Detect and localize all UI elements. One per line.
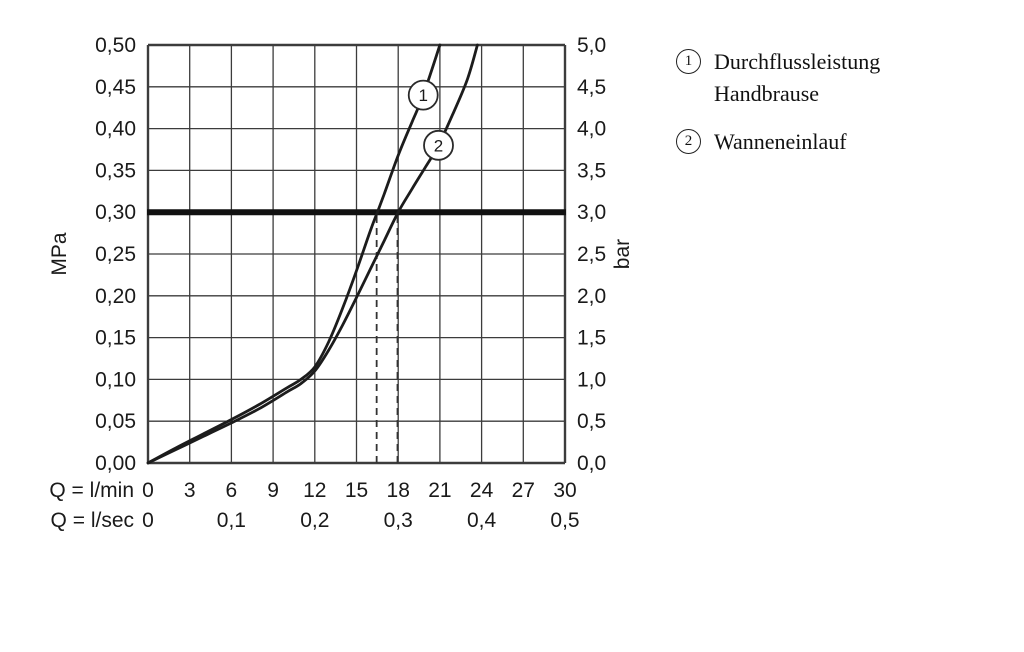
series-1-marker-icon (407, 79, 439, 111)
y-left-tick-label: 0,35 (95, 159, 136, 182)
x-lmin-tick-label: 30 (553, 479, 576, 502)
y-right-tick-label: 4,5 (577, 76, 606, 99)
legend-label-wanneneinlauf: Wanneneinlauf (714, 128, 847, 154)
series-2-marker-icon (423, 129, 454, 161)
y-right-tick-label: 3,5 (577, 159, 606, 182)
y-right-tick-label: 0,0 (577, 452, 606, 475)
x-lsec-tick-label: 0,5 (550, 509, 579, 532)
x-lmin-tick-label: 24 (470, 479, 494, 502)
x-lsec-tick-label: 0,2 (300, 509, 329, 532)
y-left-tick-label: 0,15 (95, 327, 136, 350)
y-left-tick-label: 0,00 (95, 452, 136, 475)
series-2-marker-number: 2 (434, 136, 443, 155)
y-right-tick-label: 1,5 (577, 327, 606, 350)
x-lsec-tick-label: 0 (142, 509, 154, 532)
flow-pressure-chart: 120,500,450,400,350,300,250,200,150,100,… (48, 34, 634, 532)
y-right-axis-label: bar (611, 239, 634, 269)
y-left-tick-label: 0,10 (95, 368, 136, 391)
chart-legend: 1 Durchflussleistung Handbrause 2 Wannen… (676, 46, 986, 174)
y-right-tick-label: 2,0 (577, 285, 606, 308)
y-right-tick-label: 4,0 (577, 118, 606, 141)
series-1-marker-number: 1 (418, 86, 427, 105)
x-lsec-tick-label: 0,1 (217, 509, 246, 532)
x-lmin-tick-label: 15 (345, 479, 368, 502)
x-lmin-tick-label: 27 (512, 479, 535, 502)
legend-item-handbrause: 1 Durchflussleistung Handbrause (676, 46, 986, 110)
x-lmin-tick-label: 12 (303, 479, 326, 502)
legend-item-wanneneinlauf: 2 Wanneneinlauf (676, 126, 986, 158)
x-lmin-tick-label: 18 (387, 479, 410, 502)
x-lmin-tick-label: 9 (267, 479, 279, 502)
y-left-tick-label: 0,40 (95, 118, 136, 141)
legend-marker-1-icon: 1 (676, 49, 701, 74)
x-lmin-tick-label: 0 (142, 479, 154, 502)
y-left-axis-label: MPa (48, 232, 71, 276)
x-lmin-tick-label: 21 (428, 479, 451, 502)
x-lsec-tick-label: 0,3 (384, 509, 413, 532)
x-lmin-tick-label: 6 (226, 479, 238, 502)
y-right-tick-label: 2,5 (577, 243, 606, 266)
y-left-tick-label: 0,45 (95, 76, 136, 99)
y-left-tick-label: 0,05 (95, 410, 136, 433)
y-right-tick-label: 1,0 (577, 368, 606, 391)
x-axis-caption-lsec: Q = l/sec (51, 509, 134, 532)
y-left-tick-label: 0,50 (95, 34, 136, 57)
y-right-tick-label: 3,0 (577, 201, 606, 224)
y-left-tick-label: 0,30 (95, 201, 136, 224)
legend-marker-2-icon: 2 (676, 128, 701, 154)
x-lsec-tick-label: 0,4 (467, 509, 497, 532)
x-axis-caption-lmin: Q = l/min (49, 479, 134, 502)
x-lmin-tick-label: 3 (184, 479, 196, 502)
series-1-curve (146, 43, 442, 465)
y-right-tick-label: 0,5 (577, 410, 606, 433)
y-left-tick-label: 0,20 (95, 285, 136, 308)
y-left-tick-label: 0,25 (95, 243, 136, 266)
legend-label-handbrause: Durchflussleistung Handbrause (714, 49, 881, 106)
y-right-tick-label: 5,0 (577, 34, 606, 57)
